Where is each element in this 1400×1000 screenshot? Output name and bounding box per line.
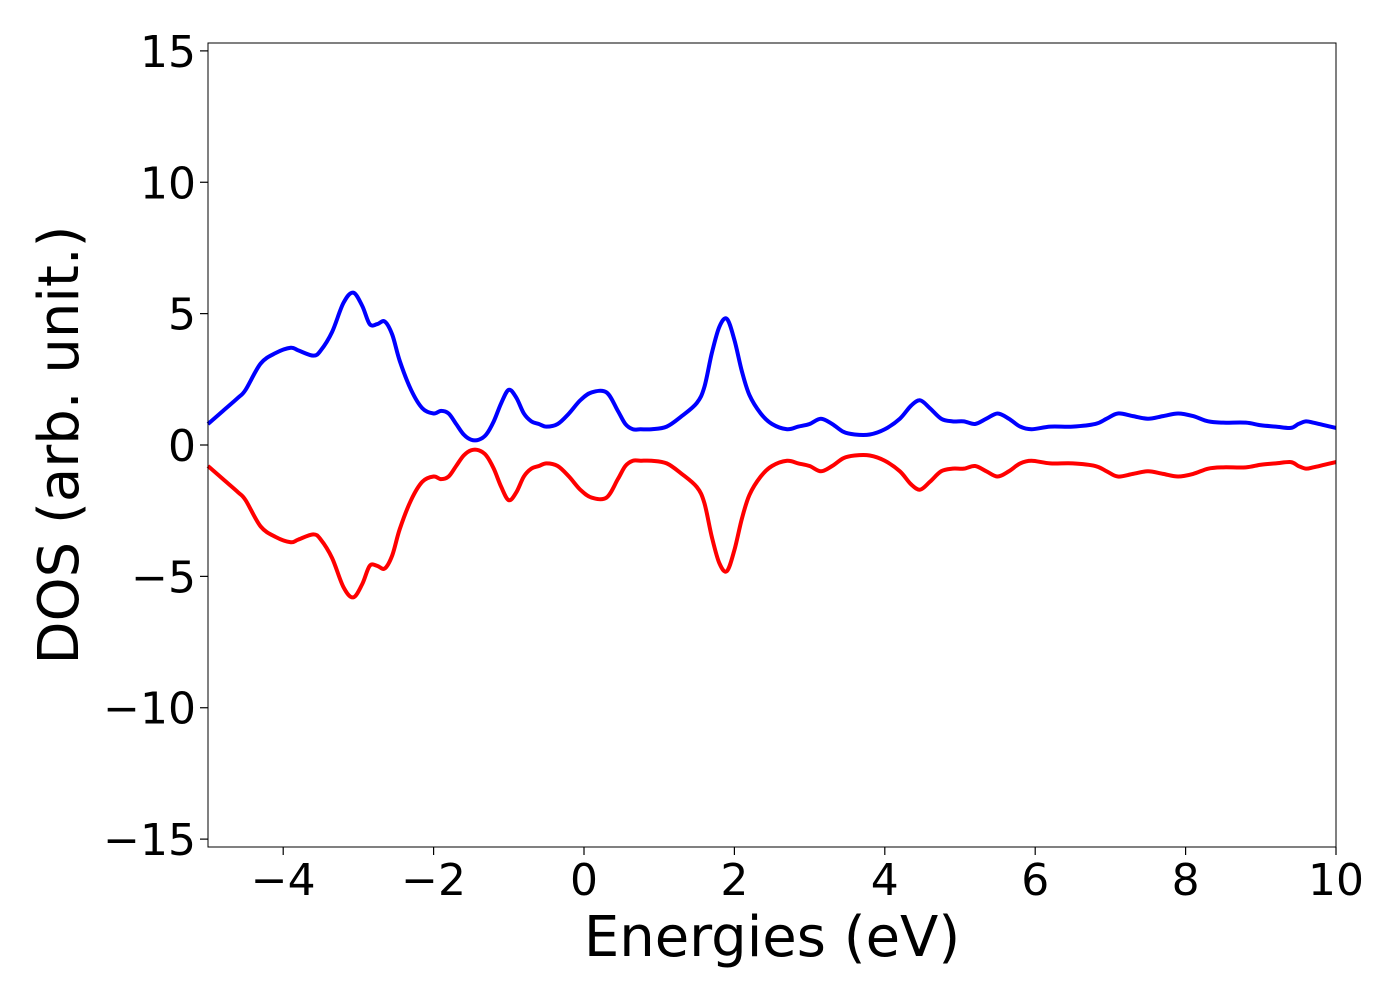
y-tick-label: −5: [131, 552, 196, 603]
x-tick-label: 0: [570, 855, 598, 906]
y-tick-label: −15: [103, 815, 196, 866]
x-tick-label: 6: [1021, 855, 1049, 906]
x-tick-label: 8: [1172, 855, 1200, 906]
y-tick-label: 5: [168, 290, 196, 341]
x-tick-label: −2: [401, 855, 466, 906]
y-tick-label: 15: [140, 27, 196, 78]
y-tick-label: 0: [168, 421, 196, 472]
dos-series-1-line: [206, 290, 1337, 443]
x-axis: −4 −2 0 2 4 6 8 10: [251, 847, 1364, 906]
series-layer: [206, 290, 1337, 600]
y-axis: 15 10 5 0 −5 −10 −15: [103, 27, 208, 866]
y-tick-label: 10: [140, 158, 196, 209]
x-axis-label: Energies (eV): [584, 905, 960, 970]
x-tick-label: −4: [251, 855, 316, 906]
dos-series-2-line: [206, 447, 1337, 600]
plot-area: [208, 43, 1336, 847]
y-axis-label: DOS (arb. unit.): [27, 225, 92, 664]
x-tick-label: 4: [871, 855, 899, 906]
x-tick-label: 10: [1308, 855, 1364, 906]
x-tick-label: 2: [720, 855, 748, 906]
y-tick-label: −10: [103, 684, 196, 735]
